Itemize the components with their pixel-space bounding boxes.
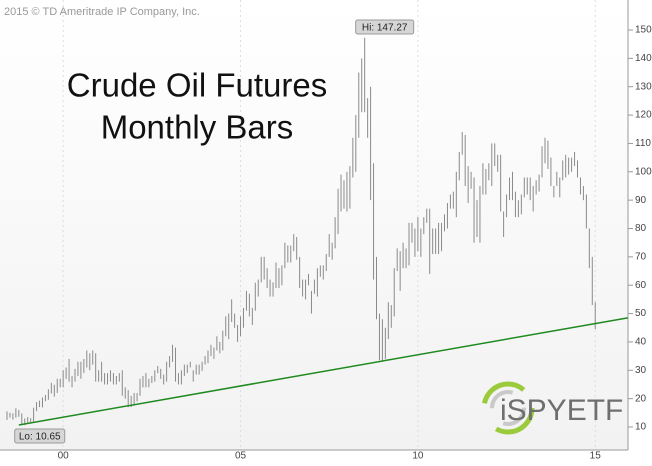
y-tick-label: 50: [635, 308, 647, 319]
logo-text: iSPYETF: [500, 394, 623, 427]
y-tick-label: 90: [635, 195, 647, 206]
y-tick-label: 70: [635, 251, 647, 262]
y-tick-label: 40: [635, 337, 647, 348]
label-box: [14, 428, 66, 444]
label-text: Lo: 10.65: [19, 432, 61, 443]
y-tick-label: 10: [635, 422, 647, 433]
logo-icon: [481, 381, 535, 435]
y-tick-label: 20: [635, 393, 647, 404]
chart-subtitle: Monthly Bars: [101, 109, 294, 146]
y-tick-label: 120: [635, 110, 652, 121]
trend-line: [18, 317, 628, 426]
x-tick-label: 15: [590, 451, 602, 461]
copyright: 2015 © TD Ameritrade IP Company, Inc.: [4, 6, 200, 18]
y-tick-label: 60: [635, 280, 647, 291]
chart-title: Crude Oil Futures: [67, 67, 327, 104]
y-tick-label: 110: [635, 138, 651, 149]
marks: [6, 0, 596, 450]
y-tick-label: 150: [635, 25, 652, 36]
x-tick-label: 05: [235, 451, 247, 461]
label-box: [355, 19, 415, 35]
y-tick-label: 80: [635, 223, 647, 234]
y-tick-label: 140: [635, 53, 652, 64]
y-tick-label: 100: [635, 166, 652, 177]
label-text: Hi: 147.27: [362, 23, 408, 34]
y-tick-label: 130: [635, 81, 652, 92]
x-tick-label: 00: [58, 451, 70, 461]
x-tick-label: 10: [412, 451, 424, 461]
y-tick-label: 30: [635, 365, 647, 376]
logo-swirl: [490, 390, 526, 426]
logo-swirl: [481, 381, 535, 435]
